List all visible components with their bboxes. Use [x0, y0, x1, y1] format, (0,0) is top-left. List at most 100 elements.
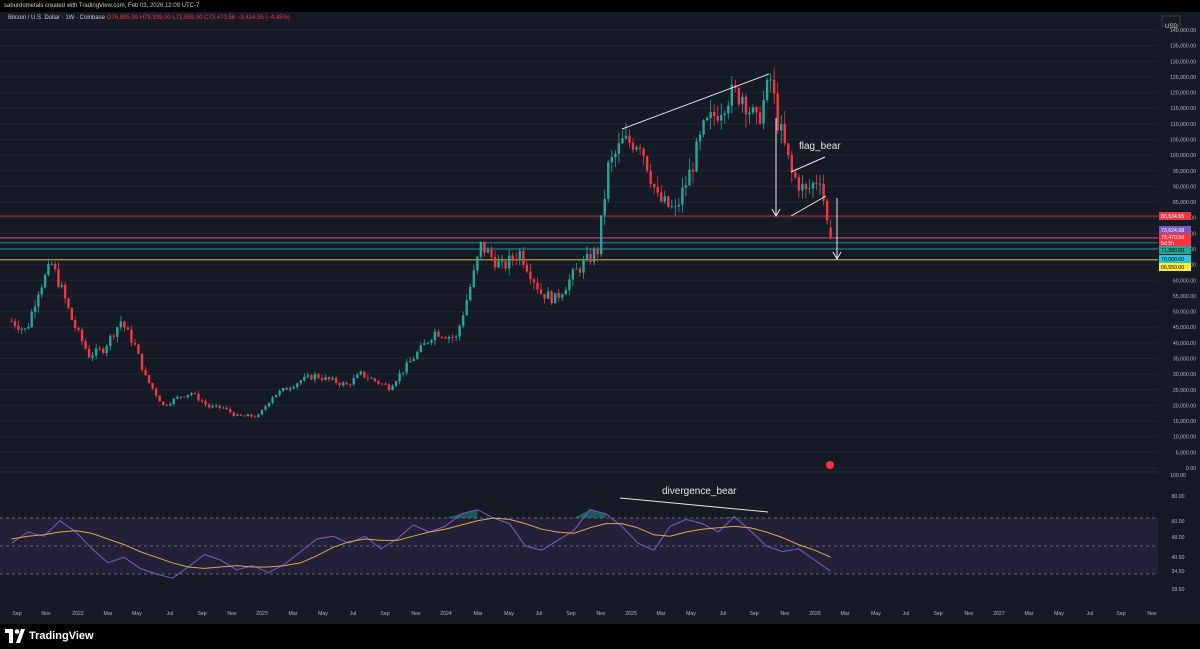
- candle-body: [229, 409, 232, 413]
- candle-body: [518, 250, 521, 261]
- candle-body: [769, 79, 772, 81]
- candle-body: [412, 358, 415, 362]
- rsi-divergence-line[interactable]: [619, 497, 769, 513]
- candle-body: [451, 336, 454, 338]
- level-badge: [1159, 255, 1191, 263]
- candle-body: [176, 396, 179, 399]
- candle-body: [758, 112, 762, 124]
- level-badge: [1159, 226, 1191, 234]
- candle-body: [808, 188, 811, 190]
- candle-body: [504, 261, 507, 269]
- candle-body: [610, 157, 613, 163]
- candle-body: [356, 374, 359, 379]
- candle-body: [158, 395, 161, 402]
- time-tick-label: Jul: [903, 611, 910, 617]
- candle-body: [70, 307, 73, 321]
- candle-body: [546, 291, 550, 299]
- time-tick-label: Sep: [197, 611, 206, 617]
- candle-body: [712, 111, 716, 117]
- candle-body: [116, 327, 119, 337]
- candle-body: [614, 153, 617, 158]
- candle-body: [426, 342, 430, 344]
- rsi-tick-label: 40.50: [1172, 555, 1185, 561]
- candle-body: [454, 336, 458, 338]
- price-tick-label: 0.00: [1186, 466, 1196, 472]
- candle-body: [624, 135, 628, 139]
- candle-body: [582, 260, 585, 273]
- candle-body: [783, 123, 786, 144]
- trendline-top[interactable]: [621, 73, 770, 130]
- rsi-overbought-fill: [718, 516, 735, 518]
- candle-body: [825, 200, 829, 221]
- candle-body: [253, 416, 257, 418]
- candle-body: [695, 141, 698, 172]
- candle-body: [617, 143, 621, 154]
- candle-body: [179, 396, 183, 398]
- tradingview-logo[interactable]: TradingView: [5, 629, 94, 643]
- candle-body: [702, 120, 705, 135]
- candle-body: [193, 393, 197, 395]
- level-badge-label: 66,550.00: [1161, 265, 1184, 271]
- flag-lower-line[interactable]: [790, 195, 827, 217]
- price-tick-label: 90,000.00: [1173, 184, 1196, 190]
- candle-body: [589, 253, 592, 263]
- candle-body: [200, 400, 204, 402]
- candle-body: [391, 385, 394, 391]
- candle-body: [645, 156, 649, 172]
- candle-body: [667, 196, 670, 207]
- time-tick-label: May: [318, 611, 328, 617]
- candle-body: [151, 382, 154, 389]
- candle-body: [479, 241, 483, 257]
- drawings: flag_bear divergence_bear: [619, 73, 842, 513]
- price-axis-bg: [1158, 12, 1200, 624]
- candle-body: [741, 96, 744, 105]
- candle-body: [384, 383, 387, 385]
- candle-body: [416, 352, 419, 359]
- time-tick-label: Sep: [933, 611, 942, 617]
- candle-body: [437, 331, 440, 337]
- time-tick-label: Sep: [12, 611, 21, 617]
- rsi-tick-label: 60.00: [1172, 519, 1185, 525]
- candle-body: [727, 105, 730, 114]
- candle-body: [755, 107, 758, 113]
- currency-box[interactable]: [1161, 15, 1181, 27]
- candle-body: [20, 328, 23, 330]
- candle-body: [33, 306, 37, 313]
- time-tick-label: May: [686, 611, 696, 617]
- candle-body: [264, 406, 267, 410]
- candle-body: [387, 384, 391, 391]
- candle-body: [126, 327, 130, 330]
- candle-body: [296, 383, 299, 388]
- candle-body: [677, 204, 681, 207]
- grid-lines: [0, 29, 1200, 473]
- time-tick-label: Nov: [227, 611, 237, 617]
- candle-body: [232, 412, 235, 416]
- time-tick-label: Jul: [167, 611, 174, 617]
- candle-body: [87, 348, 91, 358]
- event-marker-icon[interactable]: [826, 461, 834, 469]
- candle-body: [815, 182, 818, 184]
- time-tick-label: Nov: [964, 611, 974, 617]
- price-tick-label: 95,000.00: [1173, 169, 1196, 175]
- candle-body: [476, 256, 479, 271]
- candle-body: [260, 409, 264, 415]
- candle-body: [27, 327, 30, 329]
- level-badge-label: 71,980.00: [1161, 248, 1184, 254]
- candle-body: [472, 270, 476, 287]
- flag-upper-line[interactable]: [790, 156, 826, 173]
- candle-body: [43, 274, 47, 288]
- chart-area[interactable]: flag_bear divergence_bear USD 140,000.00 13…: [0, 12, 1200, 624]
- time-tick-label: Mar: [474, 611, 483, 617]
- candle-body: [338, 382, 341, 386]
- rsi-overbought-fill: [573, 509, 590, 518]
- candle-body: [204, 401, 207, 405]
- candle-body: [621, 138, 624, 144]
- candle-body: [419, 345, 422, 353]
- candle-body: [40, 287, 43, 295]
- price-tick-label: 50,000.00: [1173, 310, 1196, 316]
- candle-body: [133, 342, 137, 345]
- candle-body: [218, 405, 221, 408]
- candle-body: [818, 183, 822, 185]
